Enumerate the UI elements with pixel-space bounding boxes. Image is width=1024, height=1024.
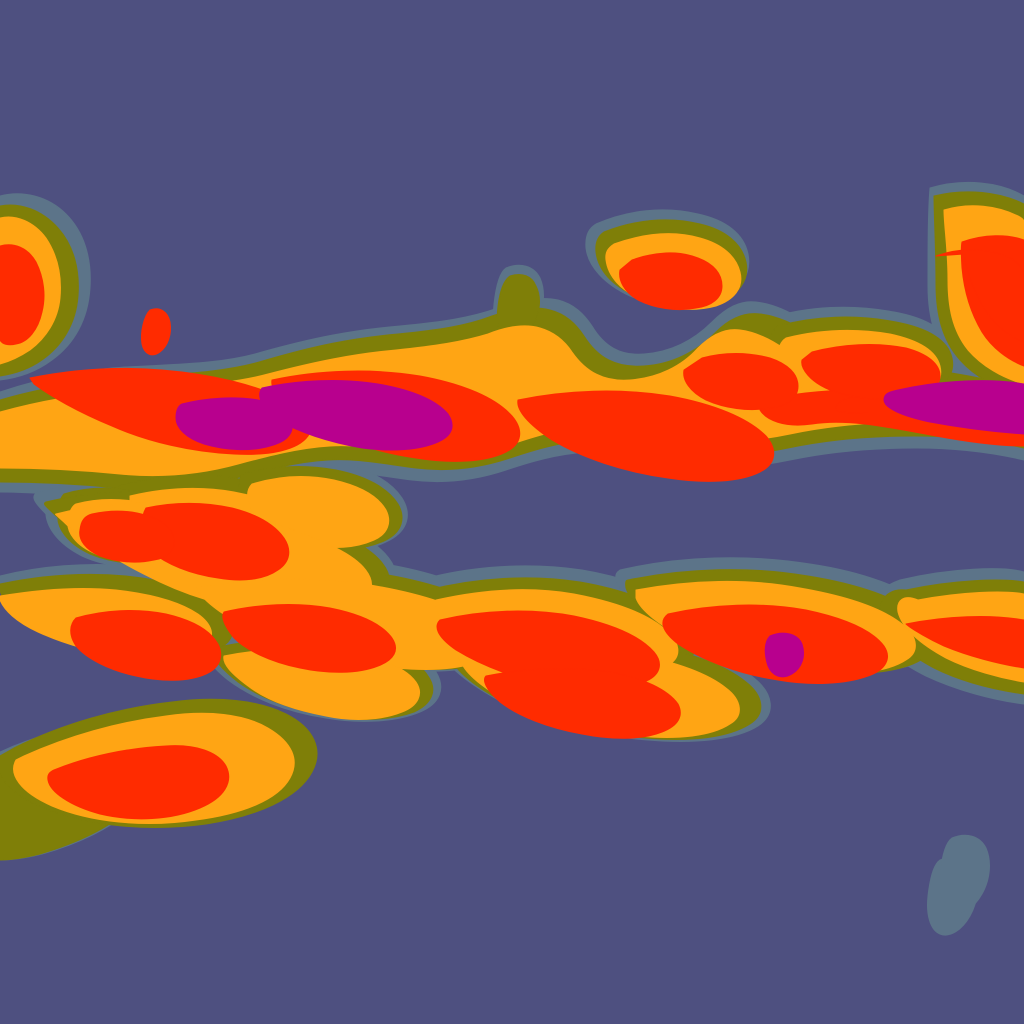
contour-patch (141, 308, 171, 356)
contour-level-5 (175, 380, 1024, 678)
contour-patch (70, 610, 222, 681)
contour-layers (0, 181, 1024, 936)
contour-patch (517, 390, 775, 482)
contour-patch (79, 510, 175, 563)
contour-patch (883, 380, 1024, 435)
contour-patch (939, 834, 990, 914)
contour-patch (175, 397, 293, 451)
contour-patch (683, 353, 799, 411)
contour-patch (484, 668, 681, 739)
contour-patch (222, 604, 396, 673)
contour-patch (619, 252, 723, 311)
contour-patch (764, 632, 805, 678)
contour-patch (935, 249, 1024, 343)
contour-patch (47, 745, 230, 820)
contour-patch (905, 616, 1024, 669)
contour-patch (0, 244, 45, 346)
